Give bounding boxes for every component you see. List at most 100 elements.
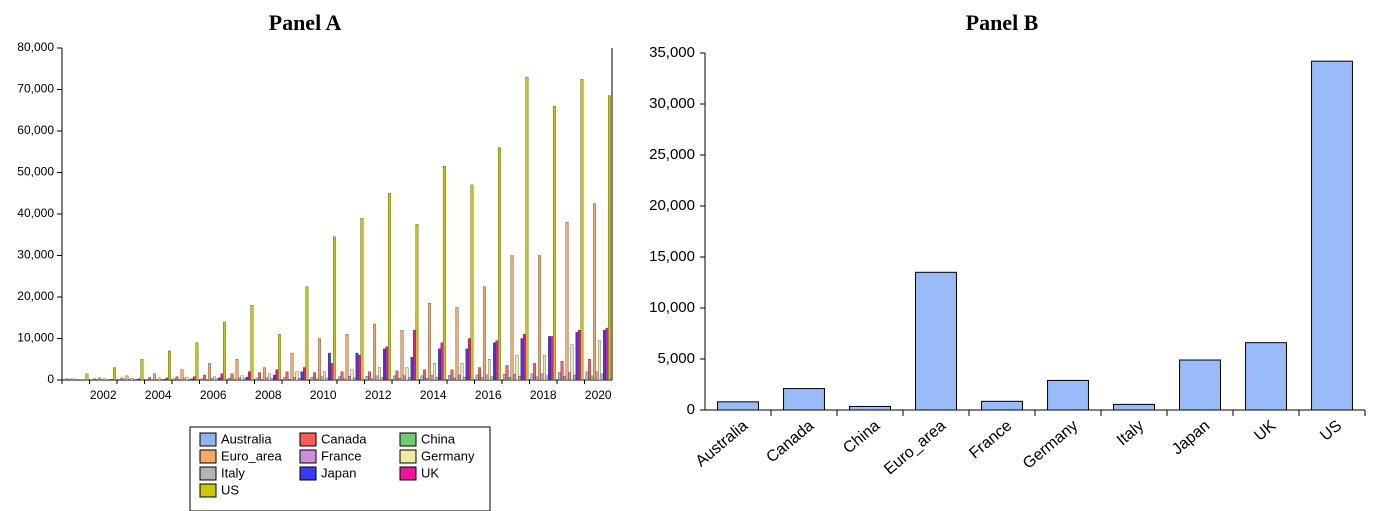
bar	[128, 379, 131, 381]
bar	[540, 373, 544, 381]
y-tick-label: 35,000	[649, 44, 695, 61]
legend-label: Canada	[321, 431, 367, 446]
bar	[120, 377, 124, 381]
bar	[195, 342, 199, 381]
bar	[245, 376, 249, 381]
bar	[518, 376, 521, 381]
bar	[328, 352, 331, 381]
bar	[358, 354, 361, 381]
bar	[238, 377, 241, 381]
bar	[285, 371, 289, 381]
bar	[368, 371, 371, 381]
bar	[210, 378, 214, 381]
bar	[435, 376, 439, 381]
bar	[203, 374, 206, 381]
bar	[600, 373, 604, 381]
legend-label: US	[221, 482, 239, 497]
x-tick-label: 2012	[365, 388, 392, 402]
x-tick-label: Canada	[763, 417, 817, 466]
bar	[230, 373, 234, 381]
bar	[218, 377, 221, 381]
bar	[320, 376, 324, 381]
y-tick-label: 70,000	[17, 82, 54, 96]
bar	[598, 340, 601, 381]
bar	[378, 367, 381, 381]
bar	[433, 363, 436, 381]
bar	[550, 336, 554, 381]
bar	[273, 374, 276, 381]
bar	[283, 377, 286, 381]
bar	[75, 379, 79, 381]
x-tick-label: Germany	[1020, 417, 1081, 472]
bar	[208, 363, 211, 381]
bar	[295, 371, 299, 381]
bar	[490, 376, 494, 381]
bar	[263, 367, 266, 381]
bar	[468, 338, 471, 381]
bar	[303, 367, 306, 381]
bar	[305, 286, 309, 381]
chart-title: Panel A	[269, 10, 342, 35]
bar	[243, 378, 246, 381]
bar	[603, 330, 606, 381]
bar	[355, 352, 359, 381]
bar	[497, 147, 501, 381]
x-tick-label: UK	[1251, 417, 1279, 445]
bar	[222, 321, 226, 381]
bar	[330, 363, 334, 381]
bar	[438, 348, 441, 381]
bar	[185, 376, 189, 381]
bar	[387, 193, 391, 381]
bar	[163, 379, 166, 381]
bar	[448, 375, 451, 381]
bar	[277, 334, 281, 381]
bar	[530, 373, 534, 381]
bar	[275, 369, 279, 381]
bar	[228, 378, 231, 381]
bar	[255, 377, 259, 381]
bar	[98, 377, 101, 381]
bar	[353, 377, 356, 381]
bar	[523, 334, 526, 381]
bar	[590, 375, 594, 381]
bar	[235, 359, 239, 381]
bar	[148, 377, 151, 381]
bar	[545, 375, 549, 381]
bar	[175, 376, 179, 381]
bar	[543, 354, 546, 381]
bar	[413, 330, 416, 381]
bar	[332, 236, 336, 381]
legend-swatch	[299, 466, 317, 481]
y-tick-label: 25,000	[649, 146, 695, 163]
bar	[915, 271, 957, 411]
bar	[193, 376, 196, 381]
x-tick-label: 2002	[90, 388, 117, 402]
y-tick-label: 5,000	[657, 350, 695, 367]
bar	[548, 336, 551, 381]
legend-swatch	[199, 466, 217, 481]
bar	[323, 371, 326, 381]
bar	[408, 377, 411, 381]
x-tick-label: Australia	[693, 417, 752, 470]
bar	[533, 363, 536, 381]
y-tick-label: 0	[687, 401, 695, 418]
bar	[118, 379, 121, 381]
bar	[458, 374, 461, 381]
legend-swatch	[199, 449, 217, 464]
x-tick-label: 2018	[530, 388, 557, 402]
bar	[300, 371, 304, 381]
bar	[570, 344, 574, 381]
bar	[981, 400, 1023, 411]
bar	[423, 369, 426, 381]
x-tick-label: US	[1317, 417, 1345, 444]
bar	[250, 305, 254, 381]
bar	[1113, 403, 1155, 411]
bar	[605, 327, 609, 381]
bar	[318, 338, 321, 381]
bar	[538, 255, 541, 381]
bar	[383, 348, 386, 381]
bar	[140, 359, 144, 381]
bar	[525, 76, 529, 381]
bar	[395, 370, 399, 381]
